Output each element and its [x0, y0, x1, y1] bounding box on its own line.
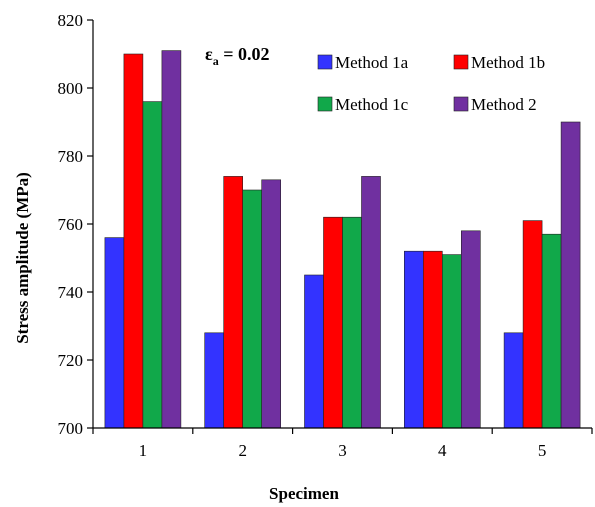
bar-method-1b-specimen-4: [422, 250, 443, 429]
legend-swatch: [317, 54, 333, 70]
bar-method-1a-specimen-5: [503, 332, 524, 429]
bar-method-1a-specimen-2: [204, 332, 224, 429]
bar-method-2-specimen-4: [460, 230, 481, 429]
bar-method-2-specimen-3: [361, 176, 381, 429]
y-tick-label: 780: [58, 147, 84, 166]
strain-annotation: εa = 0.02: [205, 44, 269, 68]
legend-label: Method 1b: [471, 53, 545, 72]
bar-method-1a-specimen-4: [403, 250, 424, 429]
bar-method-2-specimen-5: [560, 121, 581, 429]
y-tick-label: 800: [58, 79, 84, 98]
x-tick-label: 4: [438, 441, 447, 460]
legend-swatch: [453, 54, 469, 70]
bar-method-1c-specimen-5: [541, 233, 562, 429]
legend-swatch: [453, 96, 469, 112]
legend-label: Method 1c: [335, 95, 409, 114]
bar-method-1a-specimen-3: [304, 274, 324, 429]
legend-label: Method 1a: [335, 53, 409, 72]
bar-method-1a-specimen-1: [104, 237, 125, 429]
annotation-value: = 0.02: [219, 44, 270, 64]
annotation-subscript: a: [213, 54, 219, 68]
bar-method-2-specimen-2: [261, 179, 282, 429]
legend: Method 1a Method 1b Method 1c Method 2: [317, 53, 545, 114]
y-tick-label: 760: [58, 215, 84, 234]
bar-method-1c-specimen-4: [441, 254, 462, 429]
y-tick-label: 700: [58, 419, 84, 438]
x-tick-label: 1: [139, 441, 148, 460]
y-tick-label: 740: [58, 283, 84, 302]
annotation-symbol: ε: [205, 44, 213, 64]
y-tick-label: 820: [58, 11, 84, 30]
x-axis-title: Specimen: [269, 484, 339, 503]
y-tick-label: 720: [58, 351, 84, 370]
bar-method-1c-specimen-1: [142, 101, 163, 429]
bar-method-1c-specimen-3: [342, 216, 362, 429]
x-axis-ticks: 1 2 3 4 5: [92, 428, 593, 460]
y-axis-title: Stress amplitude (MPa): [13, 172, 32, 344]
x-tick-label: 3: [338, 441, 347, 460]
bar-method-1b-specimen-2: [223, 176, 243, 429]
bar-method-1b-specimen-5: [522, 220, 543, 429]
legend-label: Method 2: [471, 95, 537, 114]
bar-method-2-specimen-1: [161, 50, 182, 429]
bars: [104, 50, 581, 429]
x-tick-label: 5: [538, 441, 547, 460]
legend-swatch: [317, 96, 333, 112]
bar-method-1b-specimen-3: [323, 216, 343, 429]
bar-method-1b-specimen-1: [123, 53, 144, 429]
bar-method-1c-specimen-2: [242, 189, 262, 429]
y-axis-ticks: 700 720 740 760 780 800 820: [58, 11, 93, 438]
x-tick-label: 2: [238, 441, 247, 460]
